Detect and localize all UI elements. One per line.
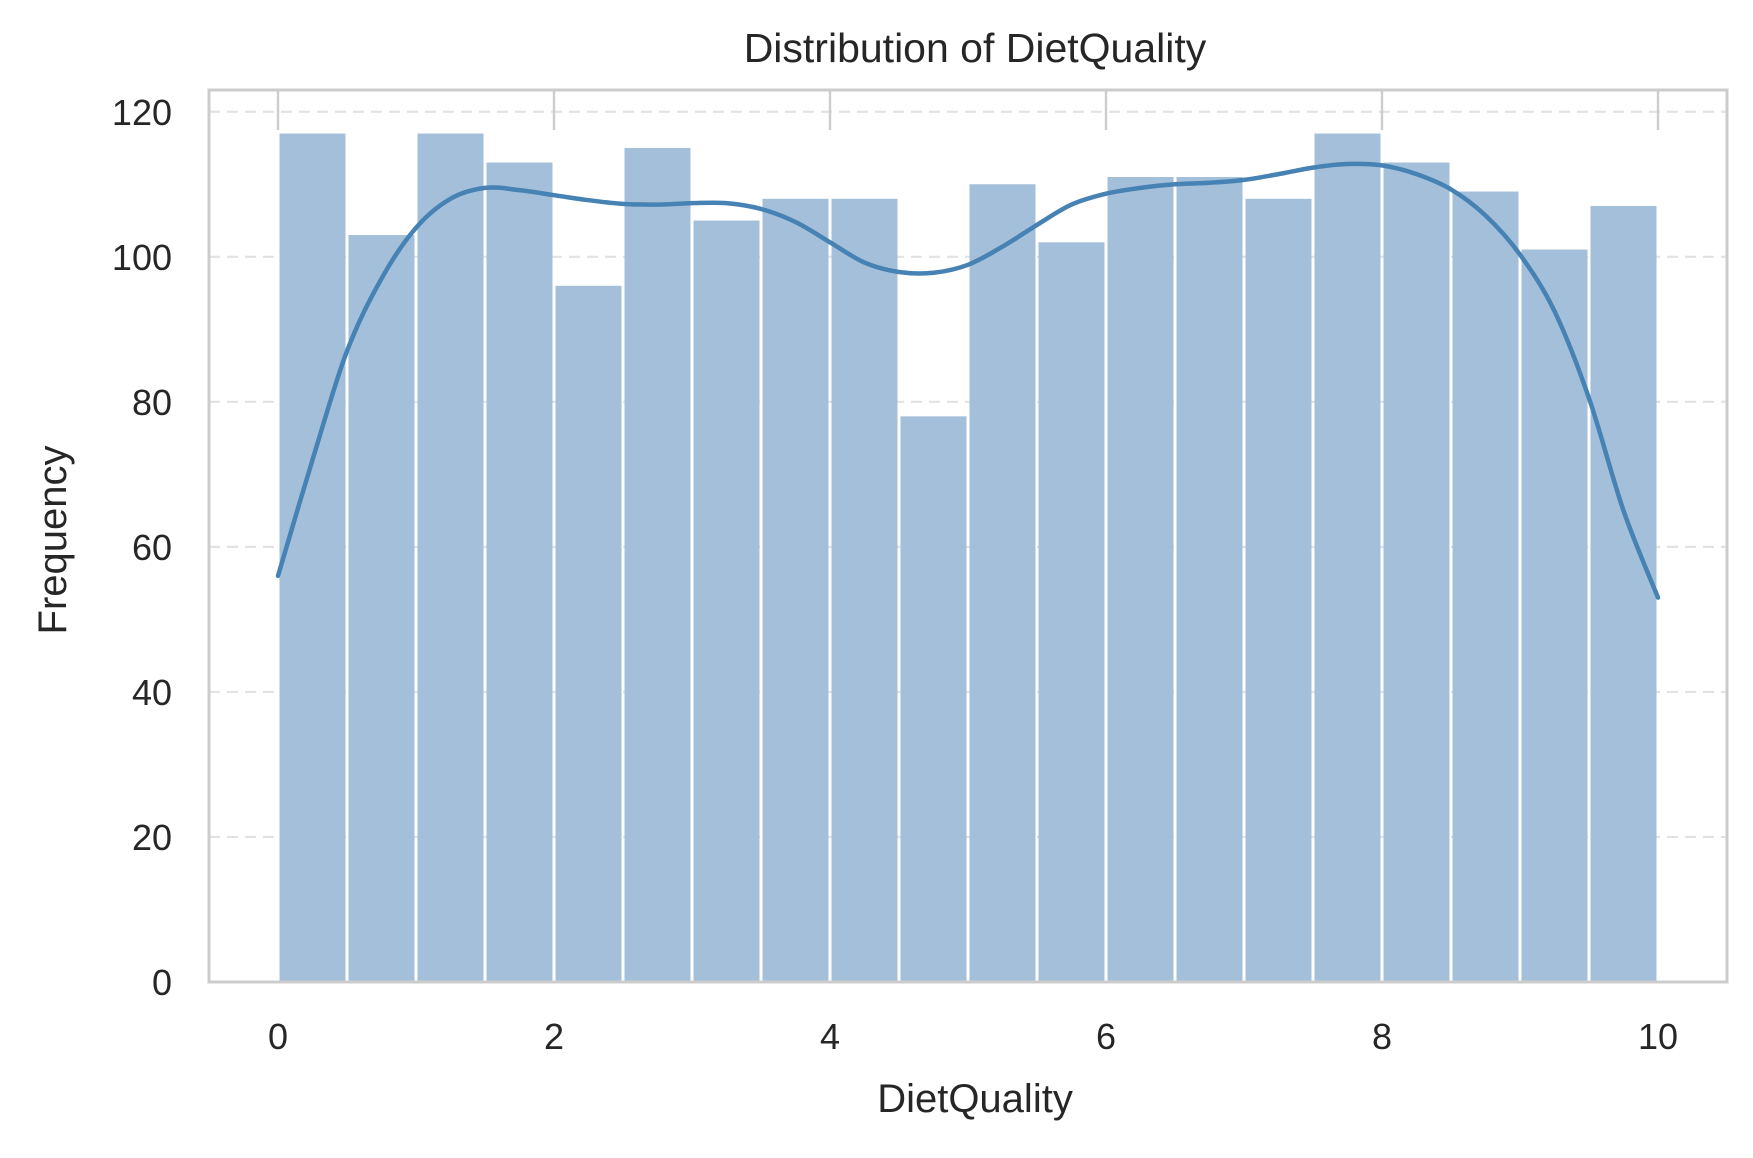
kde-curve [275, 161, 1661, 600]
axes [207, 88, 1729, 984]
histogram-bar [1107, 177, 1174, 982]
chart-title: Distribution of DietQuality [744, 25, 1207, 71]
histogram-bar [1038, 242, 1105, 983]
histogram-bar [624, 148, 691, 983]
histogram-bar [1521, 249, 1588, 983]
kde-layer [275, 161, 1661, 600]
histogram-bar [1314, 133, 1381, 982]
histogram-bar [1590, 206, 1657, 982]
y-tick-label: 100 [112, 237, 172, 278]
x-tick-label: 6 [1096, 1016, 1116, 1057]
histogram-bar [762, 198, 829, 982]
x-tick-label: 4 [820, 1016, 840, 1057]
y-tick-label: 120 [112, 92, 172, 133]
x-axis-label: DietQuality [877, 1077, 1073, 1121]
histogram-bar [969, 184, 1036, 982]
histogram-bar [693, 220, 760, 982]
histogram-bar [900, 416, 967, 983]
y-tick-label: 0 [152, 962, 172, 1003]
histogram-bar [348, 235, 415, 982]
axes-frame [207, 88, 1729, 984]
histogram-bar [1452, 191, 1519, 983]
y-tick-label: 60 [132, 527, 172, 568]
histogram-bar [1383, 162, 1450, 982]
x-tick-label: 0 [268, 1016, 288, 1057]
x-tick-label: 8 [1372, 1016, 1392, 1057]
x-tick-label: 10 [1638, 1016, 1678, 1057]
histogram-bars [279, 133, 1657, 983]
histogram-bar [831, 198, 898, 982]
y-tick-label: 80 [132, 382, 172, 423]
histogram-bar [555, 285, 622, 982]
histogram-bar [1176, 177, 1243, 982]
histogram-bar [1245, 198, 1312, 982]
y-axis-label: Frequency [31, 446, 75, 635]
y-tick-label: 20 [132, 817, 172, 858]
x-tick-label: 2 [544, 1016, 564, 1057]
y-tick-label: 40 [132, 672, 172, 713]
histogram-bar [486, 162, 553, 982]
histogram-bar [417, 133, 484, 982]
histogram-bar [279, 133, 346, 982]
